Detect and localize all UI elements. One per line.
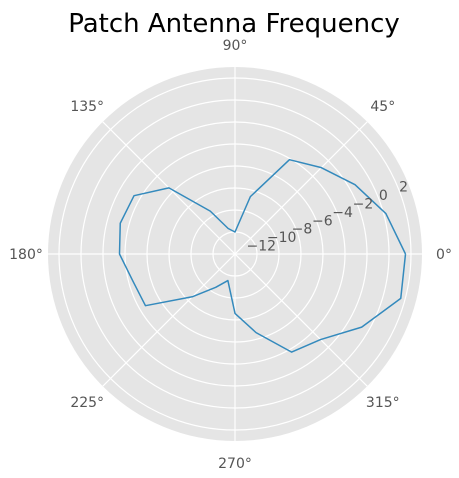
angle-tick-label: 180° — [9, 247, 43, 263]
data-series — [118, 158, 407, 353]
angle-tick-label: 90° — [223, 38, 248, 54]
angle-tick-label: 135° — [70, 99, 104, 115]
angle-tick-labels: 0° 45° 90° 135° 180° 225° 270° 315° — [9, 38, 452, 472]
radius-tick-label: −6 — [312, 213, 333, 229]
angular-gridline — [234, 121, 368, 255]
radius-tick-label: −2 — [353, 196, 374, 212]
angular-gridline — [234, 253, 368, 387]
series-line — [118, 158, 407, 353]
radius-tick-label: 2 — [399, 180, 408, 196]
angle-tick-label: 270° — [218, 456, 252, 472]
radius-tick-labels: −12−10−8−6−4−2 02 — [247, 180, 409, 255]
angular-grid — [48, 67, 422, 441]
angle-tick-label: 225° — [70, 395, 104, 411]
chart-title: Patch Antenna Frequency — [68, 9, 400, 39]
radius-tick-label: −10 — [267, 230, 297, 246]
radius-tick-label: −12 — [247, 239, 277, 255]
angle-tick-label: 0° — [436, 247, 452, 263]
radius-tick-label: −8 — [292, 222, 313, 238]
radius-tick-label: 0 — [379, 188, 388, 204]
angular-gridline — [102, 253, 236, 387]
angle-tick-label: 45° — [370, 99, 395, 115]
radius-tick-label: −4 — [332, 205, 353, 221]
angle-tick-label: 315° — [366, 395, 400, 411]
